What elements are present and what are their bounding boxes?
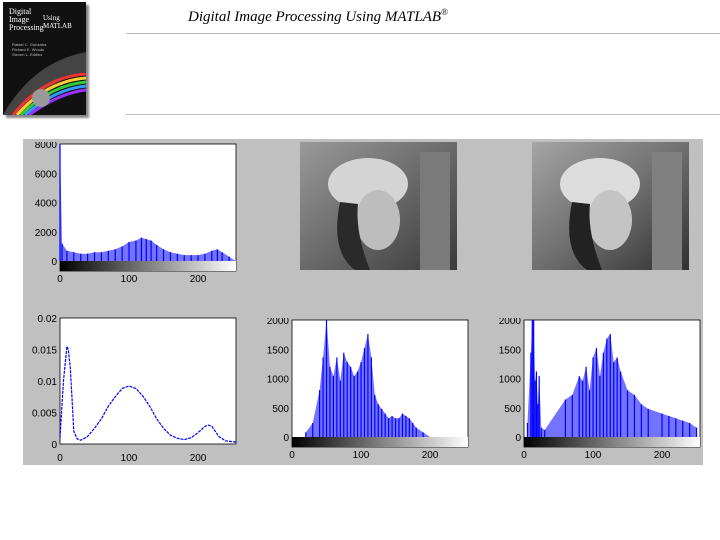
grayscale-colorbar [524,437,700,447]
y-tick-label: 0.015 [32,346,57,357]
x-tick-label: 100 [353,450,370,461]
header-rule-bottom [126,114,720,115]
x-tick-label: 200 [422,450,439,461]
x-tick-label: 200 [190,453,207,464]
series-line [59,344,237,443]
chart-hist-equalized: 0 500 1000 1500 2000 0 100 200 [267,318,469,461]
plot-area [59,317,237,445]
y-tick-label: 0 [51,440,57,451]
grayscale-colorbar [292,437,468,447]
x-tick-label: 0 [289,450,295,461]
y-tick-label: 1500 [499,345,522,356]
x-tick-label: 100 [121,274,138,285]
x-tick-label: 100 [121,453,138,464]
y-tick-label: 6000 [35,169,58,180]
book-cover-subtitle: Using MATLAB [43,14,72,30]
y-tick-label: 1500 [267,345,290,356]
histogram-envelope [527,320,697,437]
y-tick-label: 1000 [499,375,522,386]
registered-mark: ® [441,7,448,17]
y-tick-label: 4000 [35,199,58,210]
chart-hist-original: 0 2000 4000 6000 8000 0 100 200 [35,142,237,285]
y-tick-label: 0 [51,257,57,268]
lena-equalized-image [300,142,457,270]
x-tick-label: 0 [57,453,63,464]
y-tick-label: 0 [515,433,521,444]
chart-target-pdf: 0 0.005 0.01 0.015 0.02 0 100 200 [32,314,237,464]
y-tick-label: 0.02 [38,314,58,325]
y-tick-label: 1000 [267,375,290,386]
y-tick-label: 0.005 [32,409,57,420]
y-tick-label: 500 [504,404,521,415]
book-cover-image: Digital Image Processing Using MATLAB Ra… [3,2,86,115]
page-title-text: Digital Image Processing Using MATLAB [188,9,442,25]
y-tick-label: 2000 [35,228,58,239]
chart-hist-specified: 0 500 1000 1500 2000 0 100 200 [499,318,701,461]
y-tick-label: 2000 [499,318,522,327]
x-tick-label: 200 [654,450,671,461]
y-tick-label: 500 [272,404,289,415]
histogram-envelope [305,320,431,437]
book-cover-authors: Rafael C. Gonzalez Richard E. Woods Stev… [12,42,47,57]
x-tick-label: 0 [57,274,63,285]
lena-specified-image [532,142,689,270]
book-cover-title: Digital Image Processing [9,7,44,32]
x-tick-label: 0 [521,450,527,461]
y-tick-label: 0.01 [38,377,58,388]
x-tick-label: 100 [585,450,602,461]
y-tick-label: 2000 [267,318,290,327]
header-rule-top [126,33,720,34]
grayscale-colorbar [60,261,236,271]
page-title: Digital Image Processing Using MATLAB® [188,7,448,26]
x-tick-label: 200 [190,274,207,285]
y-tick-label: 0 [283,433,289,444]
y-tick-label: 8000 [35,142,58,151]
